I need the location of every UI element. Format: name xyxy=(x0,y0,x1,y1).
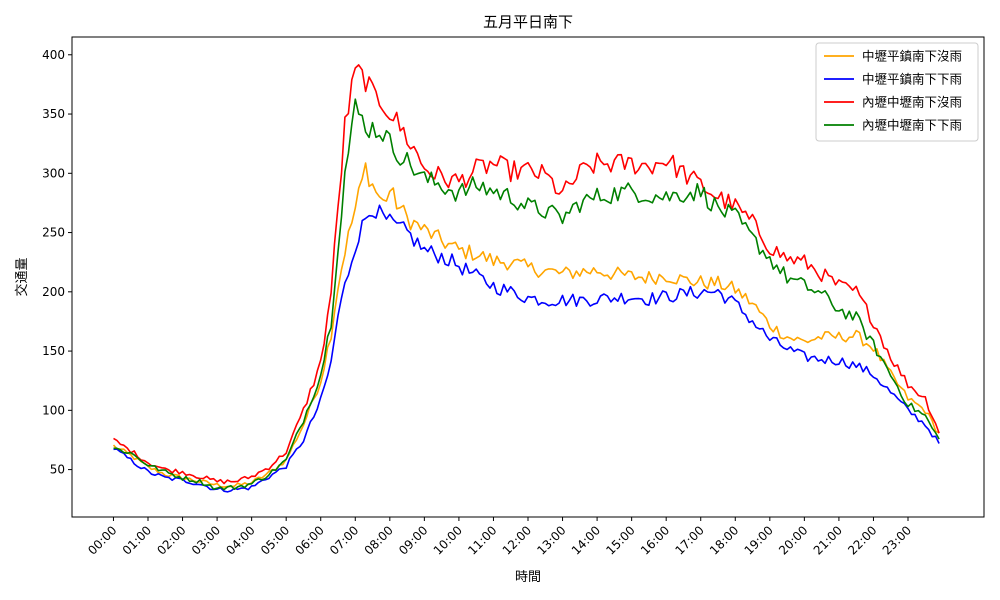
series-line-2 xyxy=(113,204,940,493)
y-tick-label: 250 xyxy=(42,226,65,240)
legend-label-2: 中壢平鎮南下下雨 xyxy=(862,72,962,87)
y-axis: 50 100 150 200 250 300 350 400 xyxy=(42,48,72,477)
y-tick-label: 400 xyxy=(42,48,65,62)
y-tick-label: 350 xyxy=(42,107,65,121)
y-tick-label: 300 xyxy=(42,166,65,180)
y-tick-label: 200 xyxy=(42,285,65,299)
y-tick-label: 150 xyxy=(42,344,65,358)
series-line-3 xyxy=(113,64,940,485)
series-line-4 xyxy=(113,98,940,491)
legend-label-3: 內壢中壢南下沒雨 xyxy=(862,95,962,110)
legend-label-1: 中壢平鎮南下沒雨 xyxy=(862,49,962,64)
y-tick-label: 100 xyxy=(42,403,65,417)
chart-title: 五月平日南下 xyxy=(483,13,573,31)
series-layer xyxy=(112,64,940,493)
legend-box xyxy=(815,42,979,142)
y-tick-label: 50 xyxy=(50,463,65,477)
y-axis-title: 交通量 xyxy=(14,257,30,296)
x-axis-title: 時間 xyxy=(515,570,541,585)
legend-label-4: 內壢中壢南下下雨 xyxy=(862,118,962,133)
